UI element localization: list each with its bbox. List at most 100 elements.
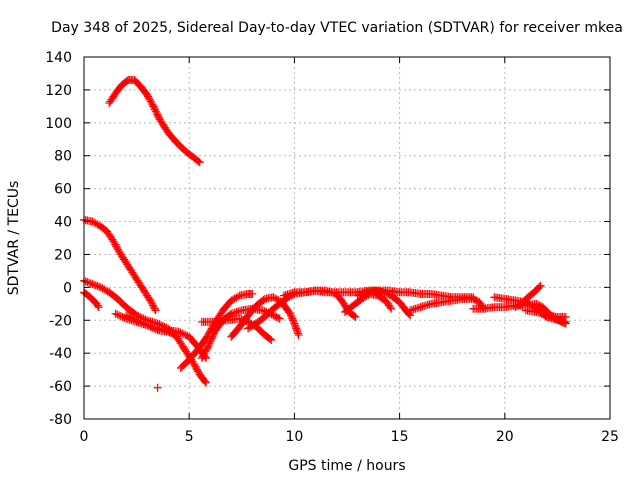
data-point-marker xyxy=(350,311,359,320)
data-point-marker xyxy=(234,292,243,301)
data-point-marker xyxy=(114,247,123,256)
data-point-marker xyxy=(200,349,209,358)
x-tick-label: 0 xyxy=(80,429,89,445)
data-point-marker xyxy=(200,377,209,386)
x-tick-label: 20 xyxy=(496,429,514,445)
series-arc19 xyxy=(521,306,570,321)
data-point-marker xyxy=(144,322,153,331)
data-point-marker xyxy=(94,303,103,312)
data-point-marker xyxy=(286,309,295,318)
data-point-marker xyxy=(209,331,218,340)
data-point-marker xyxy=(289,317,298,326)
data-point-marker xyxy=(207,334,216,343)
data-point-marker xyxy=(208,332,217,341)
y-tick-label: 40 xyxy=(54,215,72,231)
plot-frame xyxy=(83,56,611,420)
data-point-marker xyxy=(118,312,127,321)
series-arc1 xyxy=(105,76,204,167)
data-point-marker xyxy=(288,314,297,323)
data-point-marker xyxy=(202,345,211,354)
data-point-marker xyxy=(100,285,109,294)
data-point-marker xyxy=(228,295,237,304)
data-point-marker xyxy=(90,280,99,289)
data-point-marker xyxy=(178,329,187,338)
data-point-marker xyxy=(95,282,104,291)
y-tick-label: -60 xyxy=(49,379,72,395)
data-point-marker xyxy=(360,288,369,297)
data-point-marker xyxy=(353,291,362,300)
data-point-marker xyxy=(151,325,160,334)
data-point-marker xyxy=(206,337,215,346)
data-point-marker xyxy=(148,299,157,308)
data-point-marker xyxy=(291,321,300,330)
data-point-marker xyxy=(149,301,158,310)
data-point-marker xyxy=(101,286,110,295)
data-point-marker xyxy=(232,293,241,302)
data-point-marker xyxy=(154,112,163,121)
data-point-marker xyxy=(294,329,303,338)
grid xyxy=(84,57,610,419)
data-point-marker xyxy=(258,306,267,315)
data-point-marker xyxy=(288,316,297,325)
data-point-marker xyxy=(525,300,534,309)
data-point-marker xyxy=(206,336,215,345)
data-point-marker xyxy=(203,344,212,353)
data-point-marker xyxy=(198,352,207,361)
data-point-marker xyxy=(151,306,160,315)
data-point-marker xyxy=(193,365,202,374)
data-point-marker xyxy=(98,284,107,293)
y-axis-label: SDTVAR / TECUs xyxy=(6,181,22,296)
y-tick-label: 20 xyxy=(54,247,72,263)
y-tick-label: 120 xyxy=(45,83,72,99)
chart-title: Day 348 of 2025, Sidereal Day-to-day VTE… xyxy=(51,20,623,36)
series-arc6 xyxy=(122,311,177,338)
data-point-marker xyxy=(143,321,152,330)
data-point-marker xyxy=(387,304,396,313)
data-point-marker xyxy=(147,99,156,108)
data-point-marker xyxy=(146,296,155,305)
data-point-marker xyxy=(293,327,302,336)
data-point-marker xyxy=(274,313,283,322)
data-point-marker xyxy=(154,113,163,122)
data-points xyxy=(80,76,570,392)
data-point-marker xyxy=(191,362,200,371)
data-point-marker xyxy=(134,317,143,326)
data-point-marker xyxy=(271,294,280,303)
data-point-marker xyxy=(150,324,159,333)
x-tick-label: 25 xyxy=(601,429,619,445)
data-point-marker xyxy=(112,242,121,251)
data-point-marker xyxy=(269,293,278,302)
data-point-marker xyxy=(148,100,157,109)
data-point-marker xyxy=(88,280,97,289)
data-point-marker xyxy=(248,289,257,298)
data-point-marker xyxy=(113,245,122,254)
data-point-marker xyxy=(116,312,125,321)
data-point-marker xyxy=(127,313,136,322)
data-point-marker xyxy=(153,110,162,119)
x-tick-label: 10 xyxy=(285,429,303,445)
data-point-marker xyxy=(143,90,152,99)
data-point-marker xyxy=(189,359,198,368)
data-point-marker xyxy=(148,323,157,332)
data-point-marker xyxy=(123,312,132,321)
data-point-marker xyxy=(144,94,153,103)
data-point-marker xyxy=(174,327,183,336)
data-point-marker xyxy=(199,350,208,359)
data-point-marker xyxy=(181,331,190,340)
data-point-marker xyxy=(111,240,120,249)
data-point-marker xyxy=(110,238,119,247)
data-point-marker xyxy=(358,289,367,298)
data-point-marker xyxy=(267,336,276,345)
data-point-marker xyxy=(194,157,203,166)
data-point-marker xyxy=(151,105,160,114)
data-point-marker xyxy=(292,324,301,333)
x-tick-label: 5 xyxy=(185,429,194,445)
data-point-marker xyxy=(81,277,90,286)
x-tick-label: 15 xyxy=(391,429,409,445)
data-point-marker xyxy=(150,304,159,313)
data-point-marker xyxy=(294,331,303,340)
data-point-marker xyxy=(193,367,202,376)
data-point-marker xyxy=(93,301,102,310)
data-point-marker xyxy=(146,97,155,106)
